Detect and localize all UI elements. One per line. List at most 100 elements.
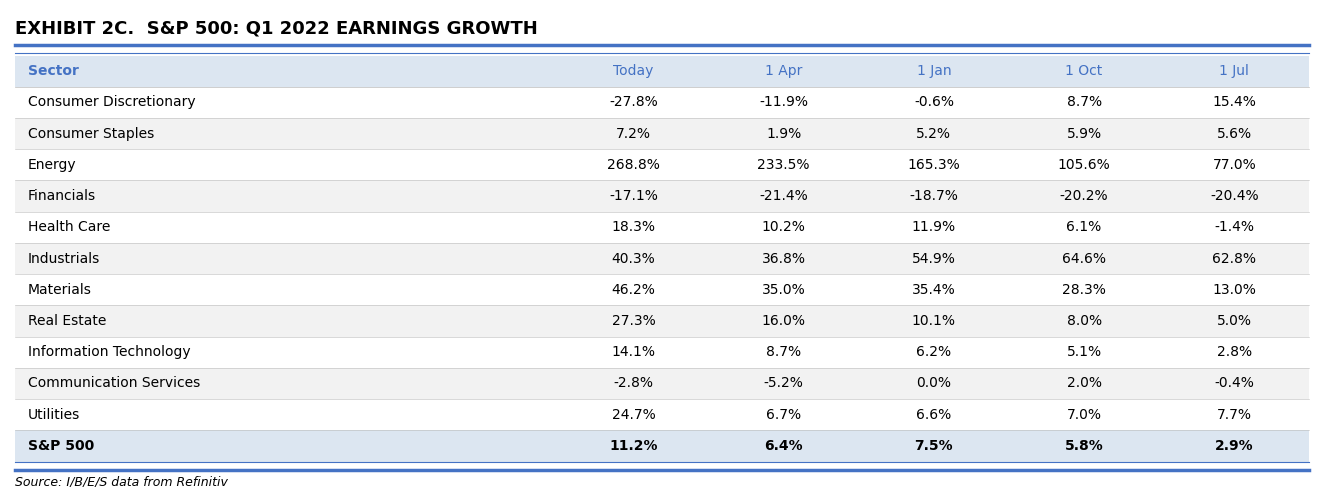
Bar [559, 274, 708, 305]
Bar [1009, 337, 1160, 368]
Text: 16.0%: 16.0% [761, 314, 806, 328]
Text: 46.2%: 46.2% [612, 283, 655, 297]
Bar [1160, 87, 1309, 118]
Bar [559, 305, 708, 337]
Text: 1 Oct: 1 Oct [1066, 64, 1103, 78]
Text: 2.0%: 2.0% [1067, 376, 1102, 391]
Bar [859, 243, 1009, 274]
Bar [15, 56, 559, 87]
Bar [15, 181, 559, 212]
Text: 18.3%: 18.3% [612, 220, 655, 234]
Text: 10.1%: 10.1% [912, 314, 956, 328]
Text: 7.5%: 7.5% [915, 439, 953, 453]
Text: 7.0%: 7.0% [1067, 408, 1102, 422]
Text: EXHIBIT 2C.  S&P 500: Q1 2022 EARNINGS GROWTH: EXHIBIT 2C. S&P 500: Q1 2022 EARNINGS GR… [15, 20, 538, 38]
Bar [15, 212, 559, 243]
Text: 5.6%: 5.6% [1217, 127, 1253, 141]
Text: 11.9%: 11.9% [912, 220, 956, 234]
Text: -1.4%: -1.4% [1214, 220, 1254, 234]
Text: Consumer Staples: Consumer Staples [28, 127, 154, 141]
Bar [15, 305, 559, 337]
Text: 5.0%: 5.0% [1217, 314, 1251, 328]
Bar [559, 337, 708, 368]
Bar [708, 56, 859, 87]
Text: 64.6%: 64.6% [1062, 252, 1106, 265]
Bar [859, 181, 1009, 212]
Text: 6.4%: 6.4% [764, 439, 804, 453]
Bar [708, 118, 859, 149]
Text: 1 Apr: 1 Apr [765, 64, 802, 78]
Text: 10.2%: 10.2% [761, 220, 805, 234]
Bar [559, 118, 708, 149]
Bar [559, 431, 708, 462]
Bar [708, 337, 859, 368]
Bar [859, 274, 1009, 305]
Bar [859, 118, 1009, 149]
Text: 36.8%: 36.8% [761, 252, 806, 265]
Bar [1160, 368, 1309, 399]
Bar [559, 212, 708, 243]
Text: 0.0%: 0.0% [916, 376, 952, 391]
Text: 77.0%: 77.0% [1213, 158, 1256, 172]
Text: -20.4%: -20.4% [1210, 189, 1259, 203]
Text: -18.7%: -18.7% [910, 189, 959, 203]
Text: 15.4%: 15.4% [1213, 95, 1256, 110]
Text: 2.8%: 2.8% [1217, 345, 1253, 359]
Text: -27.8%: -27.8% [609, 95, 658, 110]
Text: 6.2%: 6.2% [916, 345, 952, 359]
Bar [1009, 243, 1160, 274]
Bar [859, 368, 1009, 399]
Text: -0.4%: -0.4% [1214, 376, 1254, 391]
Bar [708, 212, 859, 243]
Text: 14.1%: 14.1% [612, 345, 655, 359]
Bar [1009, 212, 1160, 243]
Bar [15, 118, 559, 149]
Text: 8.7%: 8.7% [1067, 95, 1102, 110]
Text: 11.2%: 11.2% [609, 439, 658, 453]
Text: 6.7%: 6.7% [767, 408, 801, 422]
Text: 7.7%: 7.7% [1217, 408, 1251, 422]
Bar [1009, 118, 1160, 149]
Text: Source: I/B/E/S data from Refinitiv: Source: I/B/E/S data from Refinitiv [15, 475, 228, 487]
Text: 6.1%: 6.1% [1066, 220, 1102, 234]
Text: -21.4%: -21.4% [760, 189, 808, 203]
Bar [708, 431, 859, 462]
Bar [1160, 181, 1309, 212]
Text: Real Estate: Real Estate [28, 314, 106, 328]
Bar [1160, 212, 1309, 243]
Text: 8.7%: 8.7% [767, 345, 801, 359]
Bar [708, 181, 859, 212]
Bar [1009, 399, 1160, 431]
Text: Today: Today [613, 64, 654, 78]
Bar [559, 87, 708, 118]
Bar [1160, 243, 1309, 274]
Text: -20.2%: -20.2% [1059, 189, 1108, 203]
Bar [559, 243, 708, 274]
Bar [15, 243, 559, 274]
Bar [1160, 431, 1309, 462]
Bar [1009, 431, 1160, 462]
Bar [1160, 305, 1309, 337]
Bar [708, 243, 859, 274]
Bar [15, 431, 559, 462]
Text: S&P 500: S&P 500 [28, 439, 94, 453]
Bar [1160, 149, 1309, 181]
Text: Communication Services: Communication Services [28, 376, 200, 391]
Bar [708, 87, 859, 118]
Text: 7.2%: 7.2% [616, 127, 651, 141]
Bar [859, 87, 1009, 118]
Text: 5.1%: 5.1% [1067, 345, 1102, 359]
Bar [1160, 56, 1309, 87]
Text: 35.4%: 35.4% [912, 283, 956, 297]
Bar [859, 399, 1009, 431]
Bar [15, 368, 559, 399]
Bar [1009, 368, 1160, 399]
Text: Energy: Energy [28, 158, 77, 172]
Bar [15, 87, 559, 118]
Bar [1009, 274, 1160, 305]
Bar [1009, 87, 1160, 118]
Text: 165.3%: 165.3% [907, 158, 960, 172]
Text: Materials: Materials [28, 283, 91, 297]
Bar [708, 399, 859, 431]
Text: 28.3%: 28.3% [1062, 283, 1106, 297]
